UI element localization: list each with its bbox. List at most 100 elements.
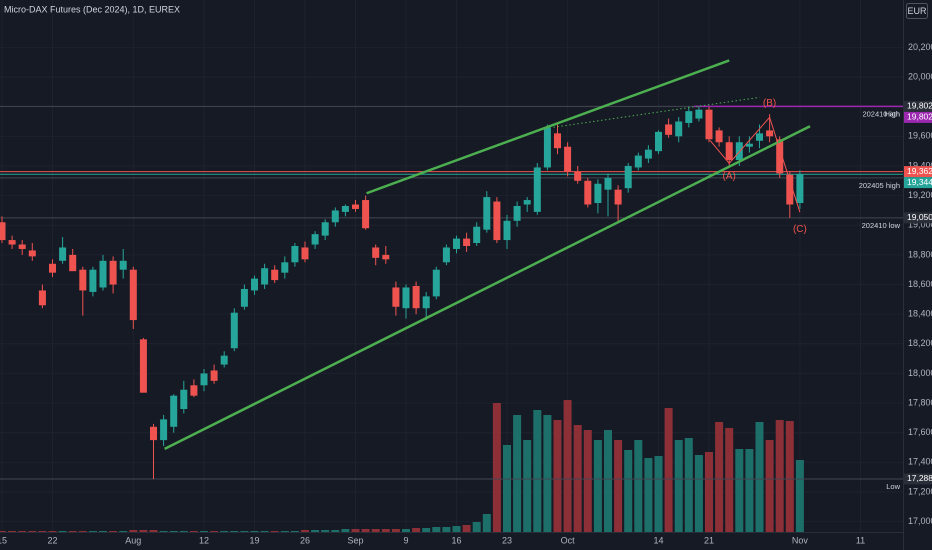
volume-bar — [280, 531, 289, 532]
x-tick-label: 22 — [47, 535, 57, 545]
price-badge-label: 19,050 — [907, 212, 932, 222]
candle-body — [442, 247, 450, 263]
volume-bar — [472, 522, 481, 532]
volume-bar — [28, 531, 37, 532]
candle-body — [665, 124, 673, 135]
candle-body — [564, 146, 572, 172]
volume-bar — [735, 449, 744, 532]
level-name: 202410 low — [862, 221, 901, 230]
candle-body — [271, 269, 279, 281]
level-name: 202410 ath — [862, 109, 900, 118]
wave-label: (C) — [793, 224, 807, 235]
volume-bar — [553, 420, 562, 532]
candle-body — [675, 121, 683, 137]
trendline — [164, 125, 811, 450]
candle-body — [715, 130, 723, 143]
volume-bar — [684, 438, 693, 532]
candle-body — [200, 373, 208, 386]
y-tick-label: 18,000 — [908, 368, 932, 378]
y-tick-label: 17,000 — [908, 516, 932, 526]
volume-bar — [523, 440, 532, 532]
candle-body — [745, 143, 753, 147]
candle-body — [796, 174, 804, 204]
candle-body — [49, 263, 56, 273]
candle-body — [8, 240, 16, 245]
volume-bar — [583, 430, 592, 532]
candle-body — [644, 149, 652, 159]
candle-body — [79, 269, 87, 291]
candle-body — [513, 205, 521, 221]
candle-body — [776, 139, 784, 174]
candle-body — [170, 395, 178, 427]
volume-bar — [371, 529, 380, 532]
volume-bar — [48, 531, 57, 532]
x-tick-label: 16 — [451, 535, 461, 545]
volume-bar — [755, 422, 764, 532]
y-tick-label: 17,600 — [908, 427, 932, 437]
volume-bar — [331, 530, 340, 532]
price-badge — [904, 100, 932, 112]
price-badge-label: 19,362 — [907, 166, 932, 176]
volume-bar — [664, 408, 673, 532]
candle-body — [382, 254, 390, 260]
volume-bar — [220, 531, 229, 532]
price-badge-label: 19,344 — [907, 177, 932, 187]
volume-bar — [361, 529, 370, 532]
x-tick-label: 9 — [403, 535, 408, 545]
volume-bar — [745, 449, 754, 532]
y-tick-label: 19,200 — [908, 190, 932, 200]
volume-bar — [270, 531, 279, 532]
y-tick-label: 19,000 — [908, 220, 932, 230]
volume-bar — [725, 428, 734, 532]
candle-body — [281, 262, 289, 273]
x-tick-label: Oct — [561, 535, 576, 545]
volume-bar — [260, 531, 269, 532]
candle-body — [766, 130, 774, 137]
volume-bar — [149, 530, 158, 532]
price-badge-label: 19,802 — [907, 112, 932, 122]
candle-body — [99, 260, 107, 288]
y-tick-label: 20,200 — [908, 42, 932, 52]
volume-bar — [402, 529, 410, 532]
candle-body — [422, 296, 430, 309]
y-tick-label: 17,800 — [908, 397, 932, 407]
candle-body — [392, 287, 400, 307]
candle-body — [331, 210, 339, 223]
volume-bar — [129, 530, 138, 532]
volume-bar — [705, 452, 713, 532]
candle-body — [59, 247, 67, 261]
y-tick-label: 18,800 — [908, 249, 932, 259]
price-badge-label: 19,802 — [907, 101, 932, 111]
candle-body — [69, 254, 77, 272]
candle-body — [190, 385, 198, 396]
y-tick-label: 19,400 — [908, 160, 932, 170]
volume-bar — [765, 440, 774, 532]
volume-bar — [391, 529, 400, 532]
y-tick-label: 18,600 — [908, 279, 932, 289]
trendline — [709, 116, 801, 213]
price-badge — [904, 473, 932, 485]
x-tick-label: 19 — [249, 535, 259, 545]
volume-bar — [412, 528, 421, 532]
x-tick-label: 21 — [704, 535, 714, 545]
candle-body — [402, 287, 410, 309]
volume-bar — [674, 440, 683, 532]
x-tick-label: Sep — [347, 535, 363, 545]
candle-body — [655, 131, 662, 152]
candle-body — [372, 247, 380, 258]
x-tick-label: 14 — [653, 535, 663, 545]
candle-body — [301, 247, 309, 260]
y-tick-label: 18,400 — [908, 309, 932, 319]
volume-bar — [462, 525, 471, 532]
volume-bar — [189, 531, 198, 532]
wave-label: (A) — [723, 171, 736, 182]
volume-bar — [482, 514, 491, 532]
volume-bar — [8, 531, 17, 532]
candle-body — [119, 260, 127, 270]
volume-bar — [604, 430, 612, 532]
candle-layer — [0, 106, 804, 479]
level-name: 202405 high — [859, 181, 900, 190]
volume-bar — [88, 531, 97, 532]
x-tick-label: 11 — [856, 535, 865, 545]
candle-body — [614, 189, 622, 205]
